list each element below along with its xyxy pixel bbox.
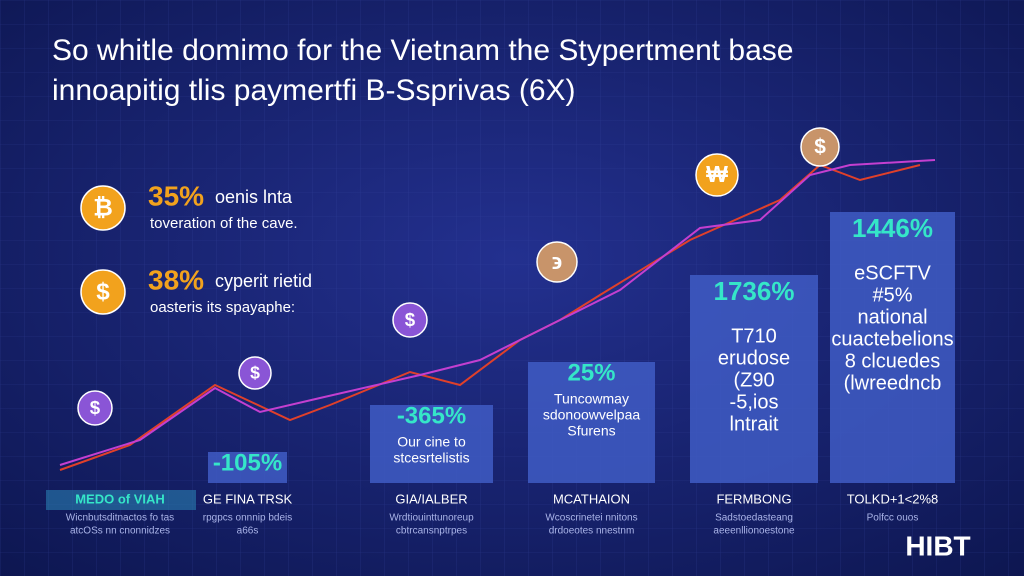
column-caption: a66s	[237, 526, 259, 537]
bar-label: 1736%	[714, 276, 795, 306]
callout-sub: oasteris its spayaphe:	[150, 299, 295, 316]
footer-heading: MEDO of VIAH	[75, 491, 165, 506]
bar-text: lntrait	[730, 413, 779, 435]
column-heading: FERMBONG	[716, 491, 791, 506]
callout-value: 35%	[148, 180, 204, 211]
column-caption: aeeenllionoestone	[713, 526, 795, 537]
bar	[370, 405, 493, 483]
column-caption: Sadstoedasteang	[715, 513, 793, 524]
bar-text: sdonoowvelpaa	[543, 407, 641, 423]
column-caption: rpgpcs onnnip bdeis	[203, 513, 293, 524]
callout-text: cyperit rietid	[215, 271, 312, 291]
bar-text: stcesrtelistis	[393, 450, 469, 466]
logo: HIBT	[905, 530, 970, 561]
bar-text: cuactebelions	[831, 328, 953, 350]
bar-label: 25%	[567, 359, 615, 386]
coin-symbol: ϶	[552, 249, 563, 274]
bar-text: T710	[731, 325, 777, 347]
title: So whitle domimo for the Vietnam the Sty…	[52, 34, 794, 67]
callout-sub: toveration of the cave.	[150, 215, 298, 232]
bar-text: Sfurens	[567, 423, 615, 439]
column-heading: TOLKD+1<2%8	[847, 491, 939, 506]
bar-text: Our cine to	[397, 434, 466, 450]
bar-text: eSCFTV	[854, 262, 931, 284]
coin	[800, 127, 840, 167]
footer-tag	[46, 490, 196, 510]
coin	[238, 356, 272, 390]
callout-text: oenis lnta	[215, 187, 293, 207]
bar-label: -105%	[213, 449, 282, 476]
coin	[80, 185, 126, 231]
coin	[80, 269, 126, 315]
coin-symbol: $	[814, 136, 826, 159]
coin	[77, 390, 113, 426]
coin-symbol: $	[96, 278, 110, 305]
column-caption: cbtrcansnptrpes	[396, 526, 467, 537]
bar-text: Tuncowmay	[554, 391, 629, 407]
column-caption: Wrdtiouinttunoreup	[389, 513, 474, 524]
coin-symbol: ₿	[93, 194, 113, 221]
column-heading: GE FINA TRSK	[203, 491, 293, 506]
bar-text: -5,ios	[730, 391, 779, 413]
bar-text: national	[857, 306, 927, 328]
column-caption: drdoeotes nnestnm	[549, 526, 635, 537]
coin-symbol: $	[90, 397, 101, 418]
coin-symbol: $	[405, 309, 416, 330]
column-heading: MCATHAION	[553, 491, 630, 506]
coin-symbol: $	[250, 363, 260, 383]
footer-caption: atcOSs nn cnonnidzes	[70, 526, 170, 537]
bar-text: #5%	[872, 284, 912, 306]
coin	[536, 241, 578, 283]
bar-label: 1446%	[852, 213, 933, 243]
footer-caption: Wicnbutsditnactos fo tas	[66, 513, 174, 524]
bar-label: -365%	[397, 402, 466, 429]
bar-text: (Z90	[733, 369, 774, 391]
column-caption: Wcoscrinetei nnitons	[545, 513, 637, 524]
bar	[830, 212, 955, 483]
bar	[690, 275, 818, 483]
coin	[392, 302, 428, 338]
column-caption: Polfcc ouos	[867, 513, 919, 524]
column-heading: GIA/IALBER	[395, 491, 467, 506]
bar-text: (lwreedncb	[844, 372, 942, 394]
title: innoapitig tlis paymertfi B-Ssprivas (6X…	[52, 74, 576, 107]
bar-text: erudose	[718, 347, 790, 369]
callout-value: 38%	[148, 264, 204, 295]
bar	[208, 452, 287, 483]
bar-text: 8 clcuedes	[845, 350, 941, 372]
coin	[695, 153, 739, 197]
trend-line	[59, 159, 936, 466]
bar	[528, 362, 655, 483]
coin-symbol: ₩	[706, 161, 728, 187]
